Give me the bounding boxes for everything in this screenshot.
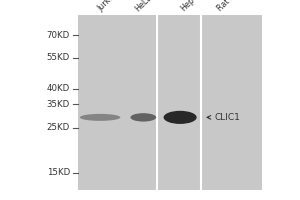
Text: 25KD: 25KD (47, 123, 70, 132)
Ellipse shape (164, 111, 197, 124)
Ellipse shape (80, 114, 120, 121)
Text: HepG2: HepG2 (179, 0, 205, 13)
Bar (78, 15, 262, 190)
Text: 35KD: 35KD (47, 100, 70, 109)
Text: 55KD: 55KD (47, 53, 70, 62)
Ellipse shape (130, 113, 156, 122)
Text: 40KD: 40KD (47, 84, 70, 93)
Text: HeLa: HeLa (133, 0, 154, 13)
Text: CLIC1: CLIC1 (207, 113, 240, 122)
Text: 15KD: 15KD (47, 168, 70, 177)
Text: 70KD: 70KD (47, 31, 70, 40)
Text: Rat kidney: Rat kidney (216, 0, 253, 13)
Text: Jurkat: Jurkat (96, 0, 119, 13)
